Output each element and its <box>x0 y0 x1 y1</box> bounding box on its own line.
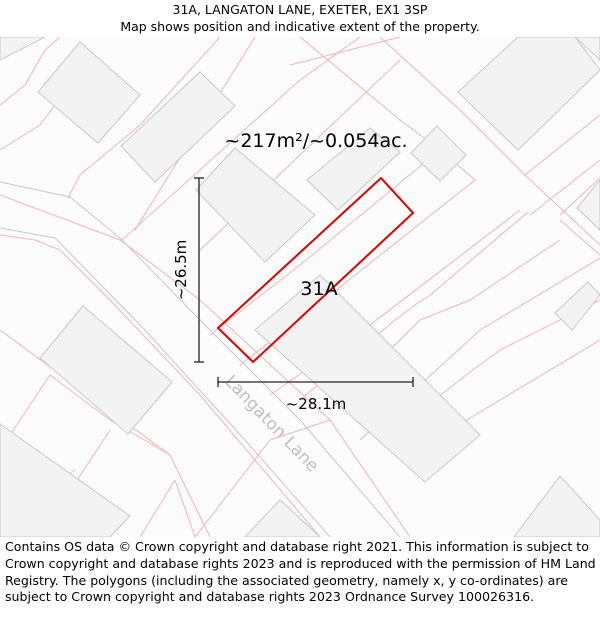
property-label: 31A <box>300 278 337 300</box>
page-title: 31A, LANGATON LANE, EXETER, EX1 3SP <box>172 2 428 17</box>
property-outline[interactable] <box>216 176 415 364</box>
buildings <box>0 37 600 537</box>
attribution-text: Contains OS data © Crown copyright and d… <box>5 539 596 605</box>
road-edges <box>0 181 401 537</box>
width-measure-line <box>217 377 414 387</box>
road-label: Langaton Lane <box>220 372 322 477</box>
map-view[interactable]: Langaton Lane ~217m²/~0.054ac. 31A ~26.5… <box>0 37 600 537</box>
page-subtitle: Map shows position and indicative extent… <box>120 19 480 34</box>
width-measure-label: ~28.1m <box>286 395 347 413</box>
area-label: ~217m²/~0.054ac. <box>224 130 407 152</box>
header: 31A, LANGATON LANE, EXETER, EX1 3SP Map … <box>0 0 600 37</box>
height-measure-label: ~26.5m <box>172 240 190 301</box>
height-measure-line <box>194 177 204 363</box>
